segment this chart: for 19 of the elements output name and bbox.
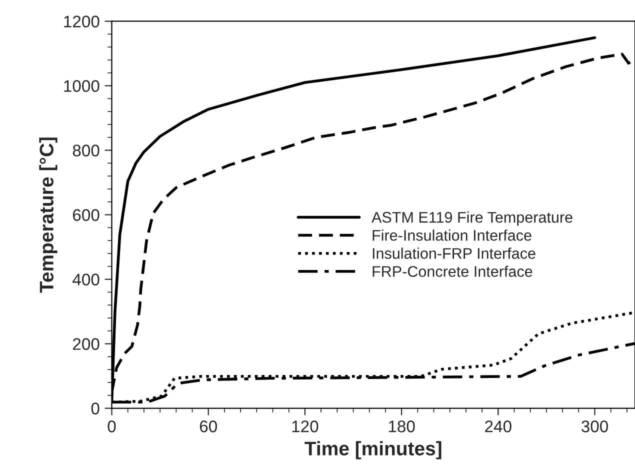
x-tick-label: 0 [108,420,116,432]
y-tick-label: 0 [91,402,100,414]
x-tick-label: 240 [485,420,512,432]
x-axis-title: Time [minutes] [304,441,442,460]
legend-label: FRP-Concrete Interface [372,266,532,277]
y-tick-label: 1200 [64,16,100,28]
y-tick-label: 400 [72,274,100,286]
y-tick-label: 1000 [64,80,100,92]
x-tick-label: 180 [388,420,415,432]
y-tick-label: 600 [72,209,100,221]
legend-label: Insulation-FRP Interface [372,248,536,259]
legend-label: Fire-Insulation Interface [372,230,532,241]
y-tick-label: 200 [72,338,100,350]
y-tick-label: 800 [72,144,100,156]
y-axis-title: Temperature [°C] [39,138,58,293]
x-tick-label: 120 [292,420,318,432]
legend-label: ASTM E119 Fire Temperature [372,212,572,226]
x-tick-label: 60 [200,420,217,432]
x-tick-label: 300 [581,420,608,432]
